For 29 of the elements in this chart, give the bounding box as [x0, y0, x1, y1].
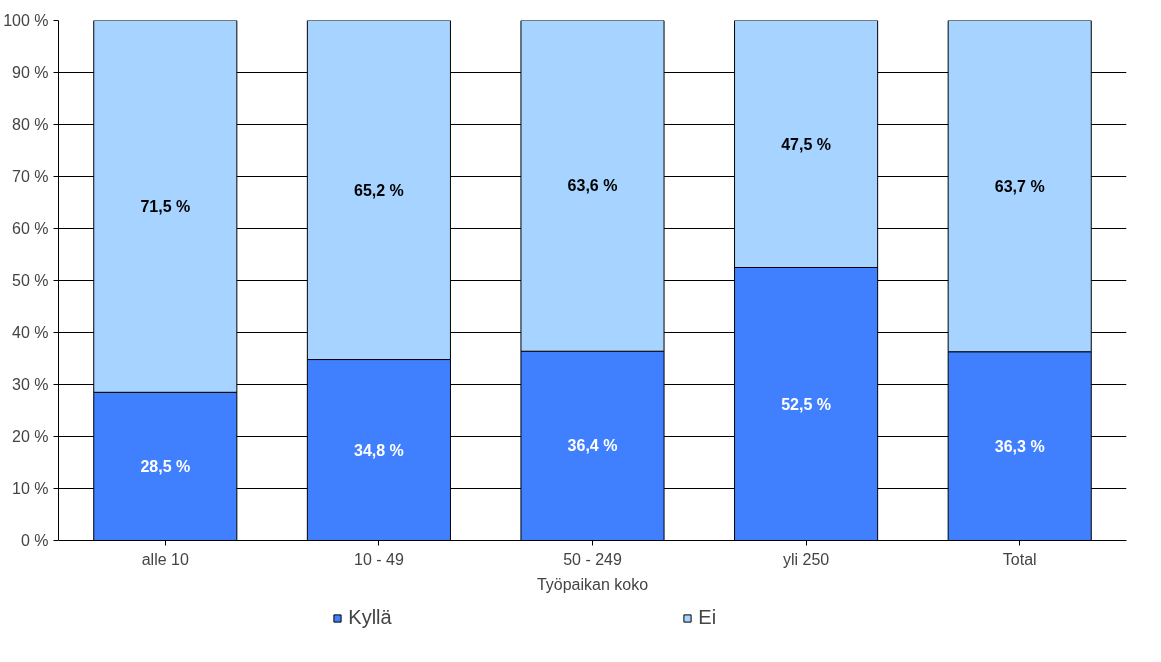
data-label: 63,7 % — [994, 177, 1045, 195]
y-tick-label: 90 % — [12, 64, 49, 81]
y-tick-label: 40 % — [12, 324, 49, 341]
x-axis-title: Työpaikan koko — [536, 575, 649, 593]
x-tick-label: alle 10 — [141, 550, 189, 568]
y-tick-label: 80 % — [12, 116, 49, 133]
y-tick-label: 10 % — [12, 480, 49, 497]
y-tick-label: 70 % — [12, 168, 49, 185]
y-tick-label: 30 % — [12, 376, 49, 393]
data-label: 63,6 % — [567, 177, 618, 195]
y-tick-label: 100 % — [3, 12, 49, 29]
y-tick-label: 60 % — [12, 220, 49, 237]
x-tick-label: 10 - 49 — [353, 550, 404, 568]
data-label: 47,5 % — [781, 135, 832, 153]
data-label: 34,8 % — [353, 441, 404, 459]
x-tick-label: yli 250 — [782, 550, 830, 568]
legend-label: Kyllä — [348, 606, 393, 629]
x-tick-label: Total — [1002, 550, 1037, 568]
data-label: 65,2 % — [353, 181, 404, 199]
data-label: 52,5 % — [781, 395, 832, 413]
data-label: 36,3 % — [994, 437, 1045, 455]
y-tick-label: 50 % — [12, 272, 49, 289]
data-label: 71,5 % — [140, 197, 191, 215]
x-tick-label: 50 - 249 — [563, 550, 622, 568]
data-label: 28,5 % — [140, 457, 191, 475]
legend-label: Ei — [698, 606, 718, 629]
y-tick-label: 0 % — [20, 532, 49, 549]
data-label: 36,4 % — [567, 437, 618, 455]
y-tick-label: 20 % — [12, 428, 49, 445]
